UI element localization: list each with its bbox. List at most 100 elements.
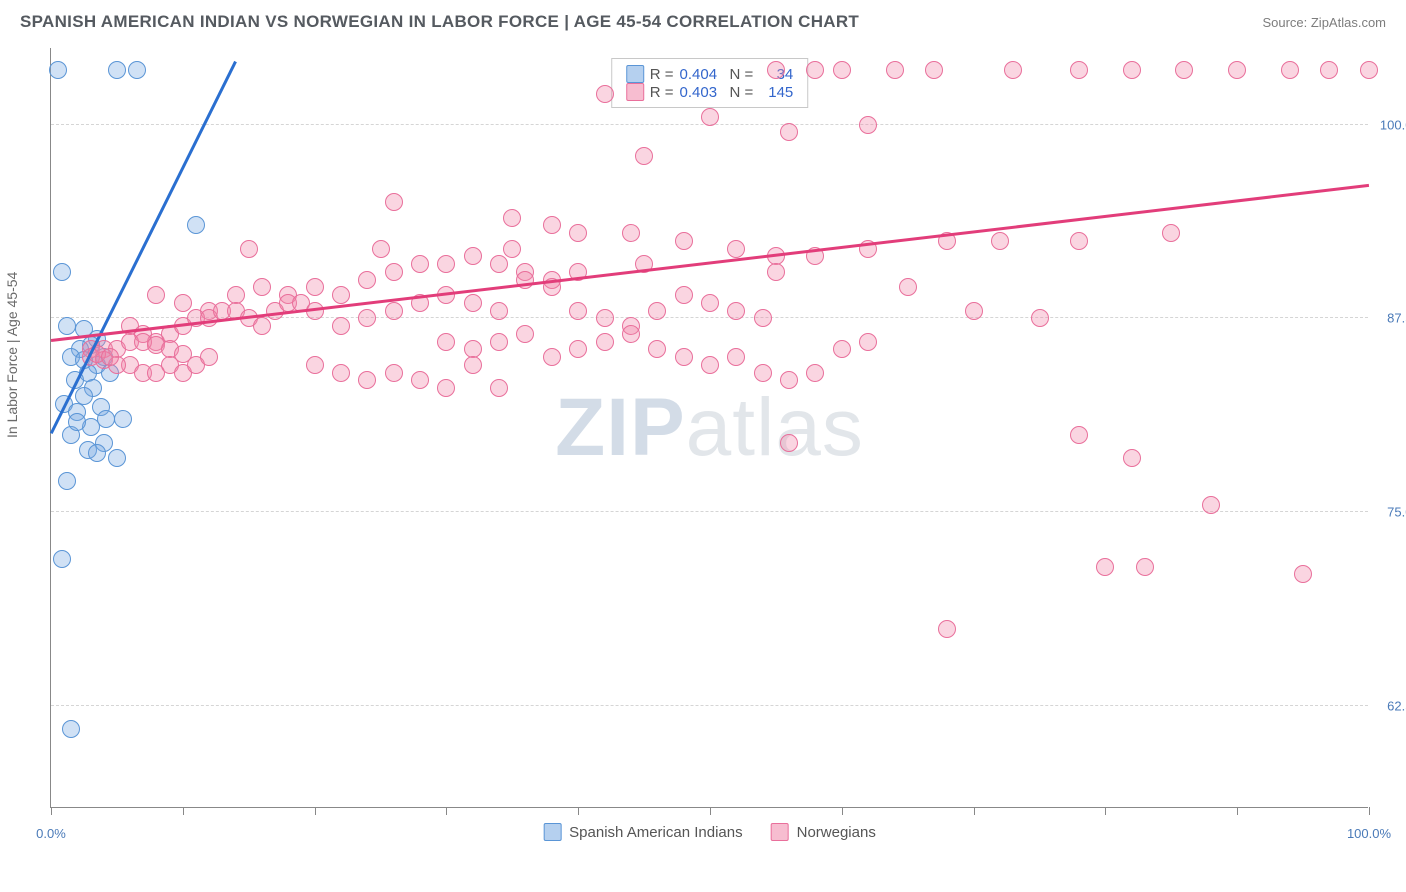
data-point <box>767 263 785 281</box>
data-point <box>675 348 693 366</box>
data-point <box>767 61 785 79</box>
x-tick-label: 0.0% <box>36 826 66 841</box>
legend-label: Norwegians <box>797 824 876 841</box>
data-point <box>754 364 772 382</box>
data-point <box>596 85 614 103</box>
data-point <box>701 294 719 312</box>
data-point <box>306 356 324 374</box>
data-point <box>1320 61 1338 79</box>
data-point <box>358 271 376 289</box>
data-point <box>859 333 877 351</box>
data-point <box>622 325 640 343</box>
data-point <box>240 240 258 258</box>
y-tick-label: 75.0% <box>1374 505 1406 520</box>
x-tick <box>710 807 711 815</box>
data-point <box>859 116 877 134</box>
data-point <box>1175 61 1193 79</box>
data-point <box>1294 565 1312 583</box>
data-point <box>701 108 719 126</box>
data-point <box>1096 558 1114 576</box>
data-point <box>358 309 376 327</box>
data-point <box>332 286 350 304</box>
data-point <box>114 410 132 428</box>
data-point <box>596 309 614 327</box>
data-point <box>780 371 798 389</box>
data-point <box>62 720 80 738</box>
legend-item: Spanish American Indians <box>543 823 742 841</box>
data-point <box>490 302 508 320</box>
source-label: Source: ZipAtlas.com <box>1262 15 1386 30</box>
title-bar: SPANISH AMERICAN INDIAN VS NORWEGIAN IN … <box>0 0 1406 42</box>
x-tick <box>183 807 184 815</box>
data-point <box>1162 224 1180 242</box>
data-point <box>253 317 271 335</box>
legend-row: R = 0.403 N = 145 <box>626 83 794 101</box>
data-point <box>1070 61 1088 79</box>
data-point <box>411 371 429 389</box>
data-point <box>648 340 666 358</box>
data-point <box>503 209 521 227</box>
data-point <box>925 61 943 79</box>
data-point <box>187 216 205 234</box>
data-point <box>437 255 455 273</box>
data-point <box>675 286 693 304</box>
data-point <box>385 193 403 211</box>
data-point <box>1202 496 1220 514</box>
data-point <box>147 286 165 304</box>
data-point <box>306 278 324 296</box>
x-tick <box>1105 807 1106 815</box>
data-point <box>385 302 403 320</box>
data-point <box>332 364 350 382</box>
data-point <box>1123 61 1141 79</box>
data-point <box>543 348 561 366</box>
data-point <box>635 147 653 165</box>
data-point <box>886 61 904 79</box>
data-point <box>385 364 403 382</box>
y-axis-label: In Labor Force | Age 45-54 <box>4 272 20 438</box>
x-tick <box>842 807 843 815</box>
x-tick-label: 100.0% <box>1347 826 1391 841</box>
legend-swatch-pink <box>771 823 789 841</box>
data-point <box>727 302 745 320</box>
data-point <box>174 294 192 312</box>
data-point <box>503 240 521 258</box>
data-point <box>68 413 86 431</box>
chart-title: SPANISH AMERICAN INDIAN VS NORWEGIAN IN … <box>20 12 859 32</box>
data-point <box>648 302 666 320</box>
data-point <box>58 317 76 335</box>
data-point <box>1070 426 1088 444</box>
data-point <box>464 356 482 374</box>
data-point <box>780 123 798 141</box>
x-tick <box>446 807 447 815</box>
data-point <box>88 444 106 462</box>
data-point <box>437 333 455 351</box>
data-point <box>727 348 745 366</box>
data-point <box>1004 61 1022 79</box>
data-point <box>727 240 745 258</box>
data-point <box>49 61 67 79</box>
data-point <box>754 309 772 327</box>
data-point <box>358 371 376 389</box>
data-point <box>464 247 482 265</box>
y-tick-label: 62.5% <box>1374 699 1406 714</box>
legend-label: Spanish American Indians <box>569 824 742 841</box>
data-point <box>1136 558 1154 576</box>
data-point <box>806 61 824 79</box>
data-point <box>108 449 126 467</box>
data-point <box>569 302 587 320</box>
data-point <box>516 325 534 343</box>
data-point <box>833 61 851 79</box>
data-point <box>53 550 71 568</box>
y-tick-label: 100.0% <box>1374 117 1406 132</box>
data-point <box>991 232 1009 250</box>
data-point <box>596 333 614 351</box>
data-point <box>1070 232 1088 250</box>
data-point <box>411 255 429 273</box>
data-point <box>53 263 71 281</box>
data-point <box>332 317 350 335</box>
data-point <box>569 340 587 358</box>
watermark: ZIPatlas <box>555 381 864 475</box>
data-point <box>372 240 390 258</box>
data-point <box>385 263 403 281</box>
legend-item: Norwegians <box>771 823 876 841</box>
